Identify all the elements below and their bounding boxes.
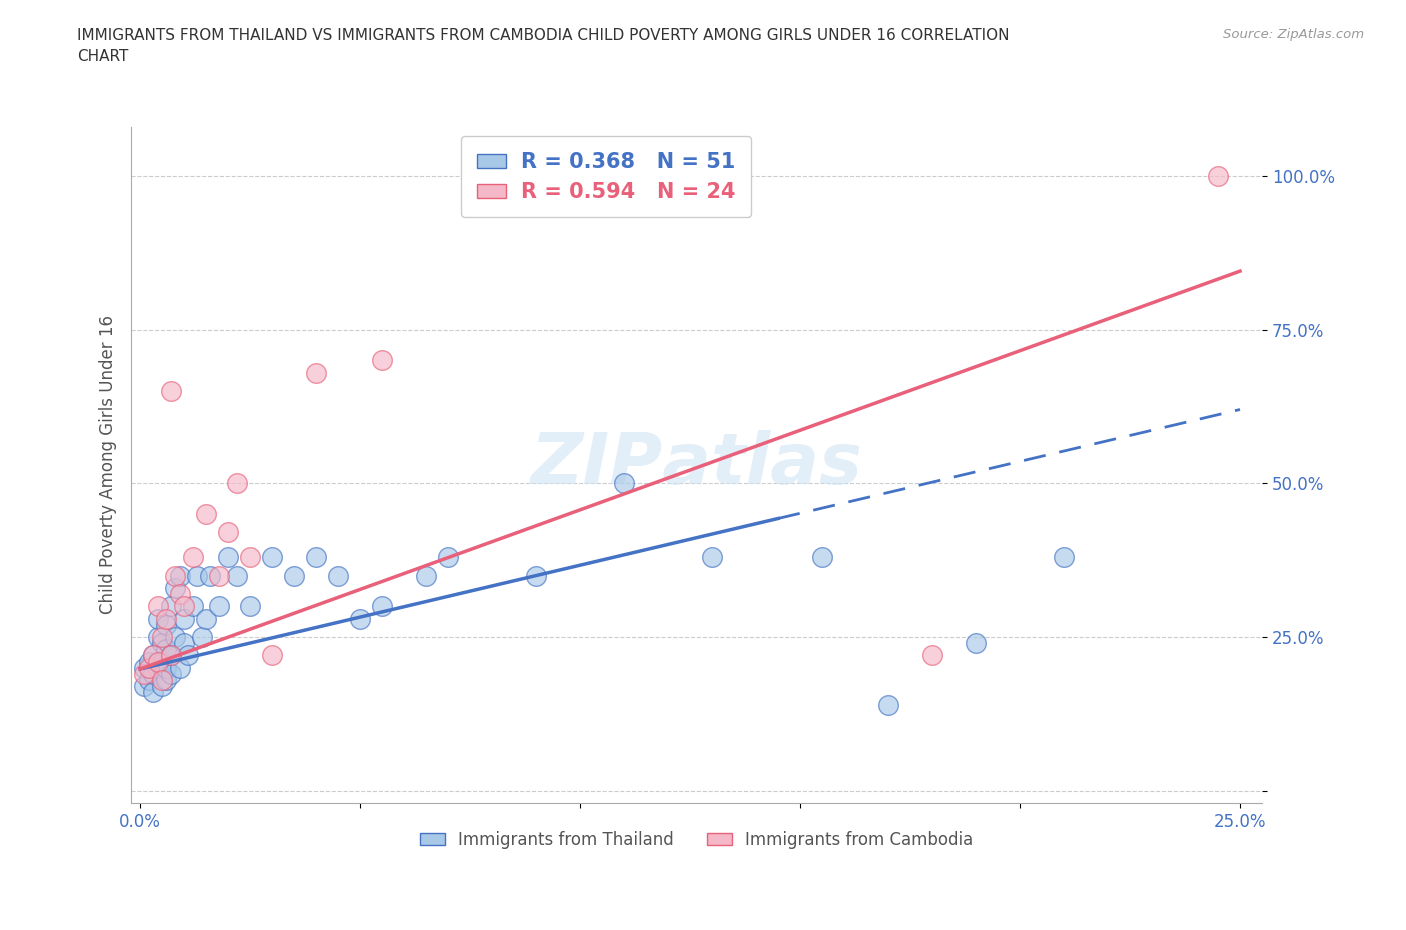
Point [150,672,173,687]
Point [371,599,394,614]
Point [349,611,371,626]
Point [415,568,437,583]
Point [1206,168,1229,183]
Point [165,568,187,583]
Point [150,654,173,669]
Point [305,365,328,380]
Point [138,672,160,687]
Point [155,660,177,675]
Point [165,580,187,595]
Y-axis label: Child Poverty Among Girls Under 16: Child Poverty Among Girls Under 16 [100,315,117,615]
Point [326,568,349,583]
Point [173,599,195,614]
Point [524,568,547,583]
Point [181,599,204,614]
Point [150,630,173,644]
Point [437,550,460,565]
Legend: Immigrants from Thailand, Immigrants from Cambodia: Immigrants from Thailand, Immigrants fro… [413,824,980,856]
Point [138,660,160,675]
Point [160,599,183,614]
Point [155,672,177,687]
Point [225,568,247,583]
Point [225,476,247,491]
Text: IMMIGRANTS FROM THAILAND VS IMMIGRANTS FROM CAMBODIA CHILD POVERTY AMONG GIRLS U: IMMIGRANTS FROM THAILAND VS IMMIGRANTS F… [77,28,1010,64]
Point [200,568,222,583]
Point [155,642,177,657]
Point [195,507,218,522]
Point [142,648,165,663]
Point [138,654,160,669]
Point [1053,550,1076,565]
Point [160,667,183,682]
Point [283,568,305,583]
Point [160,648,183,663]
Point [169,660,191,675]
Point [208,568,231,583]
Point [142,685,165,700]
Point [613,476,636,491]
Point [239,550,262,565]
Point [186,568,208,583]
Point [150,679,173,694]
Point [146,654,169,669]
Point [217,525,239,540]
Point [239,599,262,614]
Point [305,550,328,565]
Point [142,667,165,682]
Point [195,611,218,626]
Point [160,383,183,398]
Point [155,611,177,626]
Point [260,550,283,565]
Point [877,698,900,712]
Point [160,648,183,663]
Point [208,599,231,614]
Point [134,667,156,682]
Point [921,648,943,663]
Point [173,611,195,626]
Point [155,618,177,632]
Point [181,550,204,565]
Point [190,630,212,644]
Point [173,636,195,651]
Text: ZIP​atlas: ZIP​atlas [530,431,863,499]
Point [146,611,169,626]
Point [150,636,173,651]
Point [260,648,283,663]
Point [142,648,165,663]
Point [169,568,191,583]
Point [965,636,987,651]
Point [165,630,187,644]
Point [371,352,394,367]
Point [217,550,239,565]
Point [146,630,169,644]
Point [811,550,834,565]
Text: Source: ZipAtlas.com: Source: ZipAtlas.com [1223,28,1364,41]
Point [146,660,169,675]
Point [134,679,156,694]
Point [146,599,169,614]
Point [169,587,191,602]
Point [700,550,723,565]
Point [134,660,156,675]
Point [177,648,200,663]
